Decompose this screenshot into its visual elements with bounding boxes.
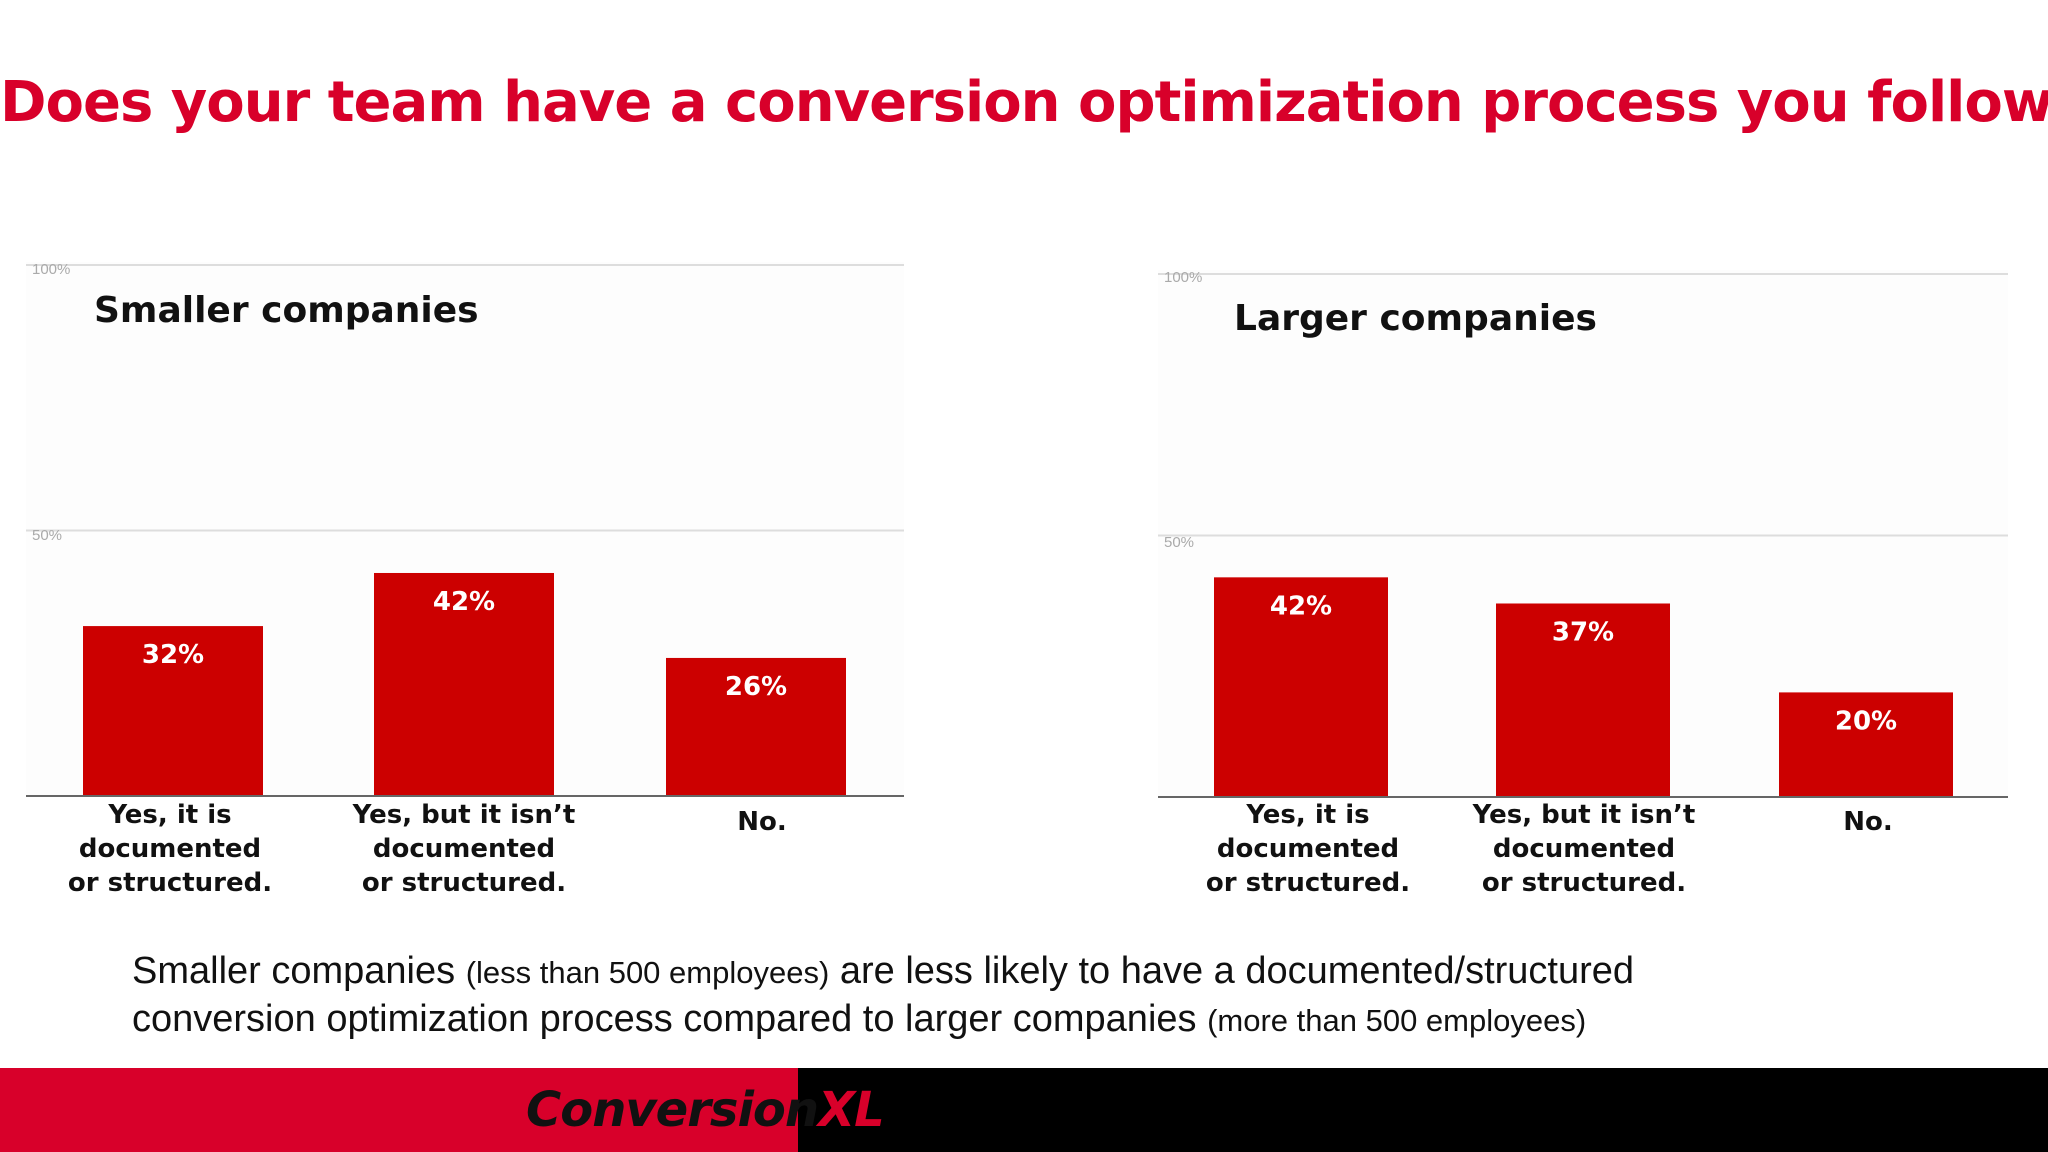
caption-text: are less likely to have a documented/str… <box>829 950 1635 992</box>
x-tick-label: No. <box>1843 807 1893 837</box>
bar <box>1214 577 1388 797</box>
x-tick-label: or structured. <box>1206 868 1410 898</box>
caption-line-1: Smaller companies (less than 500 employe… <box>132 948 1932 996</box>
y-tick-label: 50% <box>32 527 62 544</box>
data-label: 20% <box>1835 706 1897 736</box>
chart-larger-companies: 100% 50% Larger companies 42% Yes, it is docu… <box>1158 269 2008 898</box>
x-tick-label: documented <box>79 834 261 864</box>
x-tick-label: Yes, but it isn’t <box>1472 800 1696 830</box>
y-tick-label: 100% <box>1164 269 1202 286</box>
x-tick-label: or structured. <box>1482 868 1686 898</box>
data-label: 42% <box>1270 591 1332 621</box>
data-label: 37% <box>1552 617 1614 647</box>
chart-smaller-companies: 100% 50% Smaller companies 32% Yes, it is doc… <box>26 261 904 898</box>
chart-title: Smaller companies <box>94 290 479 331</box>
x-tick-label: documented <box>1493 834 1675 864</box>
page-title: Does your team have a conversion optimiz… <box>0 70 2048 135</box>
bar <box>1779 692 1953 797</box>
bar <box>1496 603 1670 797</box>
data-label: 26% <box>725 672 787 702</box>
logo-text: Conversion <box>526 1082 819 1138</box>
x-tick-label: or structured. <box>68 868 272 898</box>
data-label: 42% <box>433 587 495 617</box>
chart-title: Larger companies <box>1234 298 1597 339</box>
x-tick-label: or structured. <box>362 868 566 898</box>
x-tick-label: Yes, but it isn’t <box>352 800 576 830</box>
caption-note: (more than 500 employees) <box>1207 1003 1587 1038</box>
caption: Smaller companies (less than 500 employe… <box>132 948 1932 1044</box>
footer-red-band <box>0 1068 798 1152</box>
y-tick-label: 100% <box>32 261 70 278</box>
x-tick-label: Yes, it is <box>1245 800 1369 830</box>
x-tick-label: Yes, it is <box>107 800 231 830</box>
x-tick-label: No. <box>737 807 787 837</box>
x-tick-label: documented <box>373 834 555 864</box>
bar <box>374 572 554 796</box>
y-tick-label: 50% <box>1164 534 1194 551</box>
brand-logo: ConversionXL <box>526 1082 885 1138</box>
caption-text: conversion optimization process compared… <box>132 998 1208 1040</box>
x-tick-label: documented <box>1217 834 1399 864</box>
caption-note: (less than 500 employees) <box>465 955 830 990</box>
caption-line-2: conversion optimization process compared… <box>132 996 1932 1044</box>
bar <box>666 657 846 796</box>
footer-bar: ConversionXL <box>0 1068 2048 1152</box>
bar <box>83 626 263 796</box>
data-label: 32% <box>142 640 204 670</box>
caption-text: Smaller companies <box>132 950 466 992</box>
logo-text-accent: XL <box>818 1082 885 1138</box>
